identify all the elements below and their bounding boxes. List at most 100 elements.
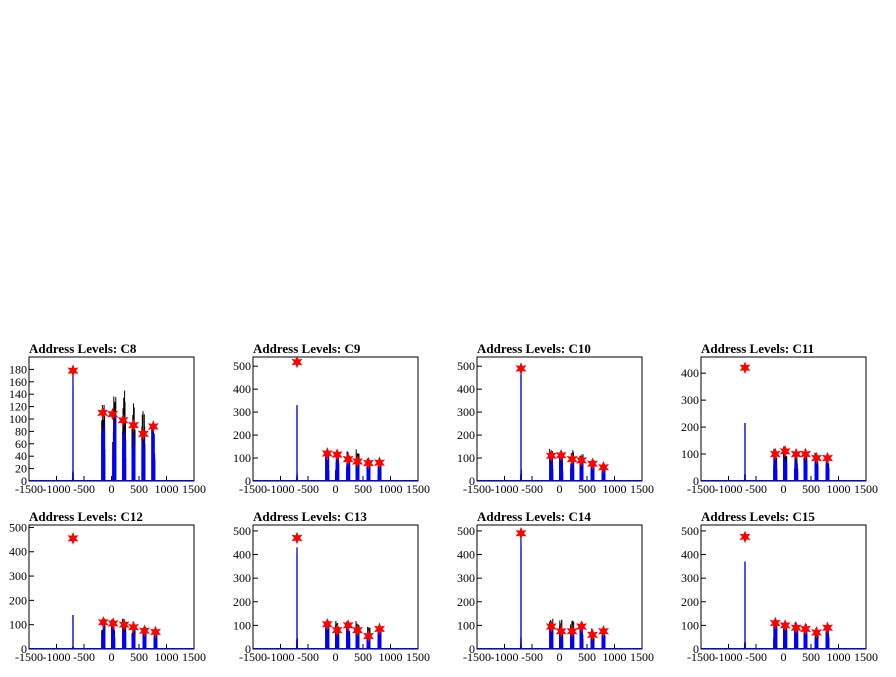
chart-panel-5: Address Levels: C13 0 100 200 300 400 500 -1500… bbox=[233, 509, 430, 664]
peak-marker bbox=[291, 531, 303, 545]
y-tick-label: 400 bbox=[9, 545, 27, 559]
x-tick-label: 1000 bbox=[379, 650, 403, 664]
x-tick-label: 0 bbox=[333, 482, 339, 496]
y-tick-label: 60 bbox=[15, 437, 27, 451]
x-tick-label: 1000 bbox=[155, 482, 179, 496]
x-tick-label: 0 bbox=[781, 482, 787, 496]
peak-marker bbox=[351, 623, 364, 637]
chart-panel-0: Address Levels: C80204060801001201401601… bbox=[9, 341, 206, 496]
y-tick-label: 400 bbox=[457, 382, 475, 396]
x-tick-label: -1500 bbox=[15, 650, 43, 664]
level-trace bbox=[520, 535, 522, 649]
y-tick-label: 300 bbox=[9, 569, 27, 583]
level-trace bbox=[325, 455, 330, 481]
level-trace bbox=[122, 627, 127, 649]
y-tick-label: 0 bbox=[245, 474, 251, 488]
x-tick-label: 1000 bbox=[827, 650, 851, 664]
level-trace bbox=[549, 457, 554, 481]
x-tick-label: -1500 bbox=[239, 482, 267, 496]
level-trace bbox=[549, 628, 554, 649]
peak-marker bbox=[97, 406, 109, 420]
level-trace bbox=[355, 631, 360, 649]
level-trace bbox=[520, 373, 522, 481]
peak-marker bbox=[586, 457, 599, 471]
y-tick-label: 0 bbox=[469, 642, 475, 656]
y-tick-label: 300 bbox=[457, 571, 475, 585]
level-trace bbox=[142, 632, 147, 649]
y-tick-label: 80 bbox=[15, 424, 27, 438]
level-trace bbox=[744, 423, 746, 481]
x-tick-label: 1000 bbox=[155, 650, 179, 664]
peak-marker bbox=[597, 625, 610, 638]
peak-marker bbox=[555, 448, 567, 462]
peak-marker bbox=[779, 444, 791, 458]
peak-marker bbox=[107, 617, 119, 630]
x-tick-label: -500 bbox=[73, 482, 95, 496]
x-tick-label: 500 bbox=[578, 482, 596, 496]
chart-title: Address Levels: C13 bbox=[253, 509, 367, 524]
peak-marker bbox=[810, 451, 823, 465]
y-tick-label: 500 bbox=[457, 359, 475, 373]
peak-marker bbox=[107, 407, 119, 421]
peak-marker bbox=[128, 418, 139, 432]
x-tick-label: 0 bbox=[109, 482, 115, 496]
peak-marker bbox=[373, 622, 386, 636]
x-tick-label: -500 bbox=[297, 482, 319, 496]
chart-panel-7: Address Levels: C15 0 100 200 300 400 500 -1500… bbox=[681, 509, 878, 664]
plot-frame bbox=[252, 356, 419, 482]
y-tick-label: 100 bbox=[233, 618, 251, 632]
peak-marker bbox=[127, 620, 140, 634]
x-tick-label: 500 bbox=[130, 650, 148, 664]
peak-marker bbox=[739, 361, 751, 375]
y-tick-label: 100 bbox=[9, 412, 27, 426]
level-trace bbox=[355, 463, 360, 481]
peak-marker bbox=[373, 456, 386, 469]
peak-marker bbox=[362, 456, 375, 470]
y-tick-label: 20 bbox=[15, 462, 27, 476]
y-tick-label: 0 bbox=[21, 642, 27, 656]
level-trace bbox=[601, 633, 606, 649]
y-tick-label: 400 bbox=[457, 548, 475, 562]
peak-marker bbox=[810, 626, 823, 639]
x-tick-label: 1500 bbox=[406, 482, 430, 496]
x-tick-label: -500 bbox=[521, 482, 543, 496]
x-tick-label: -1500 bbox=[463, 482, 491, 496]
y-tick-label: 300 bbox=[681, 571, 699, 585]
x-tick-label: -500 bbox=[297, 650, 319, 664]
level-trace bbox=[814, 633, 819, 649]
y-tick-label: 140 bbox=[9, 387, 27, 401]
level-trace bbox=[335, 455, 340, 481]
x-tick-label: -500 bbox=[745, 650, 767, 664]
level-trace bbox=[590, 466, 595, 481]
level-trace bbox=[570, 461, 575, 481]
peak-marker bbox=[799, 622, 812, 636]
x-tick-label: 1500 bbox=[182, 650, 206, 664]
level-trace bbox=[296, 405, 298, 481]
x-tick-label: -500 bbox=[521, 650, 543, 664]
chart-title: Address Levels: C9 bbox=[253, 341, 361, 356]
x-tick-label: 500 bbox=[354, 650, 372, 664]
peak-marker bbox=[515, 527, 527, 540]
level-trace bbox=[803, 630, 808, 649]
chart-title: Address Levels: C10 bbox=[477, 341, 591, 356]
x-tick-label: 0 bbox=[109, 650, 115, 664]
x-tick-label: -1000 bbox=[43, 650, 71, 664]
y-tick-label: 180 bbox=[9, 362, 27, 376]
y-tick-label: 0 bbox=[693, 642, 699, 656]
peak-marker bbox=[566, 452, 578, 466]
y-tick-label: 0 bbox=[469, 474, 475, 488]
chart-title: Address Levels: C12 bbox=[29, 509, 143, 524]
x-tick-label: 1500 bbox=[406, 650, 430, 664]
peak-marker bbox=[351, 455, 364, 468]
level-trace bbox=[825, 461, 830, 481]
level-trace bbox=[559, 457, 564, 481]
y-tick-label: 500 bbox=[233, 524, 251, 538]
y-tick-label: 100 bbox=[9, 618, 27, 632]
level-trace bbox=[366, 465, 371, 481]
chart-panel-6: Address Levels: C14 0 100 200 300 400 500 -1500… bbox=[457, 509, 654, 664]
peak-marker bbox=[321, 447, 333, 460]
peak-marker bbox=[575, 620, 588, 633]
peak-marker bbox=[597, 460, 610, 474]
x-tick-label: -500 bbox=[73, 650, 95, 664]
x-tick-label: 0 bbox=[333, 650, 339, 664]
